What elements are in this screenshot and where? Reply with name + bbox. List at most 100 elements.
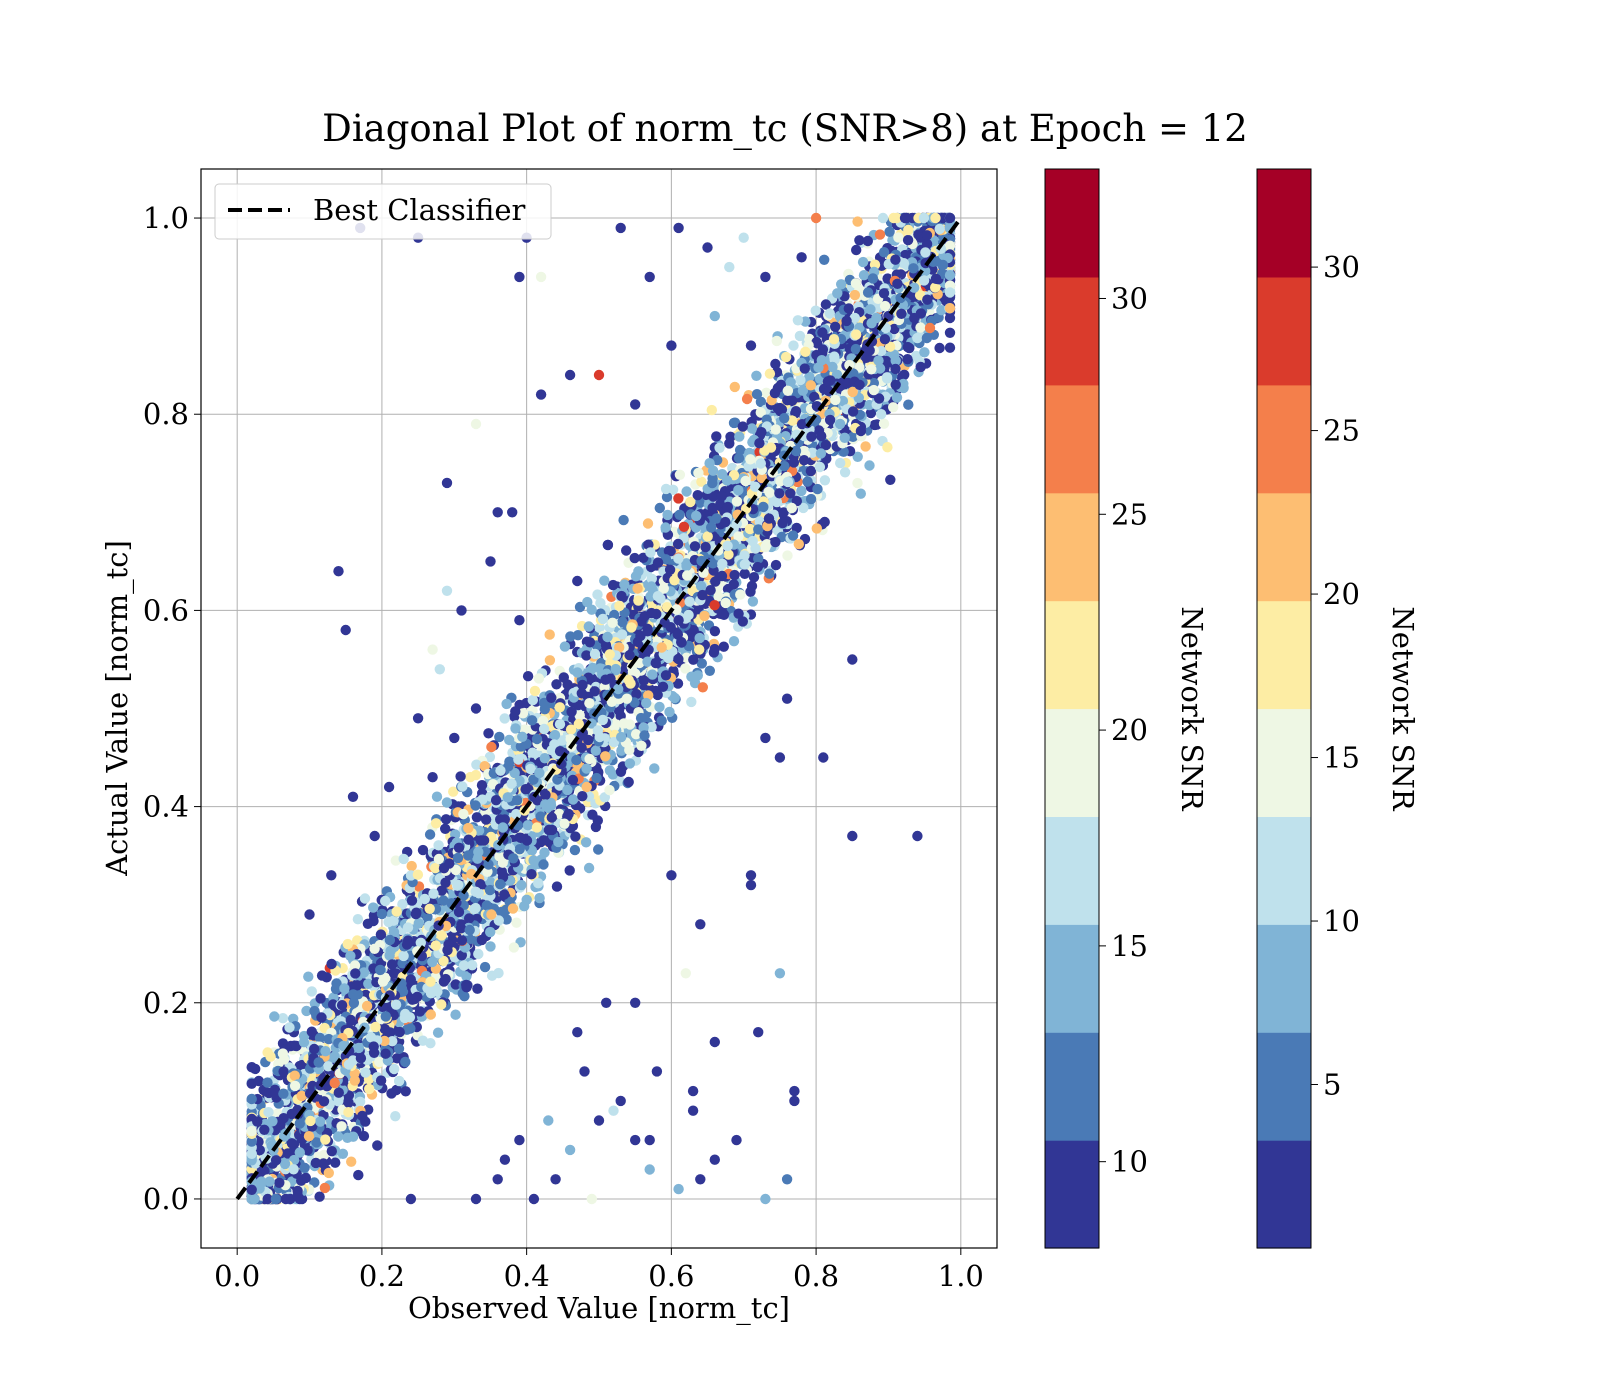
scatter-point <box>458 960 470 971</box>
scatter-point <box>591 772 602 784</box>
scatter-point <box>476 780 488 791</box>
scatter-point <box>301 1005 312 1017</box>
scatter-point <box>689 541 701 552</box>
scatter-point <box>720 597 731 609</box>
scatter-point <box>642 518 654 529</box>
scatter-point <box>851 244 862 256</box>
scatter-point <box>286 1138 298 1149</box>
scatter-point <box>363 978 374 989</box>
scatter-point <box>878 247 890 258</box>
scatter-point <box>944 342 956 353</box>
scatter-point <box>865 407 877 419</box>
scatter-point <box>919 347 930 358</box>
scatter-point <box>274 1177 285 1189</box>
scatter-point <box>652 557 664 568</box>
scatter-point <box>485 926 496 938</box>
scatter-point <box>375 929 387 940</box>
scatter-point <box>425 1009 436 1020</box>
scatter-point <box>551 881 563 892</box>
scatter-point <box>582 596 593 608</box>
scatter-point <box>359 893 371 904</box>
scatter-point <box>604 765 616 776</box>
scatter-point <box>358 967 370 978</box>
scatter-point <box>764 568 775 579</box>
scatter-point <box>704 665 715 676</box>
scatter-point <box>747 596 759 607</box>
scatter-point <box>431 791 443 802</box>
scatter-point <box>511 917 522 928</box>
scatter-point <box>479 961 491 973</box>
scatter-point <box>440 823 451 834</box>
scatter-point <box>520 784 531 795</box>
scatter-point <box>755 407 766 418</box>
scatter-point <box>559 641 571 652</box>
scatter-point <box>400 1086 411 1097</box>
scatter-point <box>430 862 441 874</box>
scatter-point <box>764 487 775 498</box>
scatter-point <box>299 1162 310 1174</box>
scatter-point <box>852 477 863 489</box>
scatter-point <box>751 389 763 400</box>
scatter-point <box>513 754 524 765</box>
scatter-point <box>616 590 627 602</box>
scatter-point <box>448 786 459 797</box>
scatter-point <box>595 597 606 609</box>
scatter-point <box>470 769 482 781</box>
scatter-point <box>660 554 672 565</box>
scatter-point <box>533 878 544 889</box>
scatter-point <box>376 908 388 920</box>
scatter-point <box>798 502 809 514</box>
scatter-point <box>819 254 830 265</box>
scatter-point <box>885 474 896 485</box>
scatter-point <box>855 488 866 499</box>
scatter-point <box>471 812 483 823</box>
scatter-point <box>438 955 449 967</box>
scatter-point <box>728 579 739 590</box>
scatter-point <box>878 418 890 429</box>
scatter-point <box>508 942 520 953</box>
scatter-point <box>820 299 832 310</box>
scatter-point <box>284 1022 295 1033</box>
scatter-point <box>664 706 675 718</box>
scatter-point <box>890 363 901 375</box>
scatter-point <box>809 391 820 403</box>
scatter-point <box>915 361 926 373</box>
scatter-point <box>316 970 328 981</box>
scatter-point <box>854 235 865 246</box>
scatter-point <box>737 616 748 627</box>
scatter-point <box>337 1148 349 1160</box>
scatter-point <box>593 844 604 855</box>
scatter-point <box>882 442 893 453</box>
scatter-point <box>349 1075 360 1086</box>
scatter-point <box>472 983 483 994</box>
scatter-point <box>262 1077 273 1088</box>
scatter-point <box>635 712 647 724</box>
scatter-point <box>499 889 510 900</box>
scatter-point <box>275 1119 286 1131</box>
scatter-point <box>604 784 615 796</box>
scatter-point <box>587 809 598 820</box>
scatter-point <box>857 256 869 268</box>
scatter-point <box>728 636 740 647</box>
scatter-point <box>438 976 450 987</box>
scatter-point <box>827 361 838 373</box>
chart-title: Diagonal Plot of norm_tc (SNR>8) at Epoc… <box>322 107 1248 151</box>
scatter-point <box>708 491 719 502</box>
scatter-point <box>912 332 923 344</box>
scatter-point <box>692 490 703 501</box>
scatter-point <box>364 1083 375 1095</box>
scatter-point <box>733 531 744 542</box>
scatter-point <box>306 1026 317 1037</box>
scatter-point <box>314 1032 326 1044</box>
scatter-point <box>893 232 904 243</box>
scatter-point <box>534 892 545 904</box>
scatter-point <box>706 404 717 416</box>
scatter-point <box>771 496 783 508</box>
scatter-point <box>618 514 629 526</box>
scatter-point <box>346 1156 357 1167</box>
scatter-point <box>718 641 729 652</box>
scatter-point <box>303 971 314 982</box>
scatter-point <box>470 902 481 914</box>
scatter-point <box>430 818 442 829</box>
